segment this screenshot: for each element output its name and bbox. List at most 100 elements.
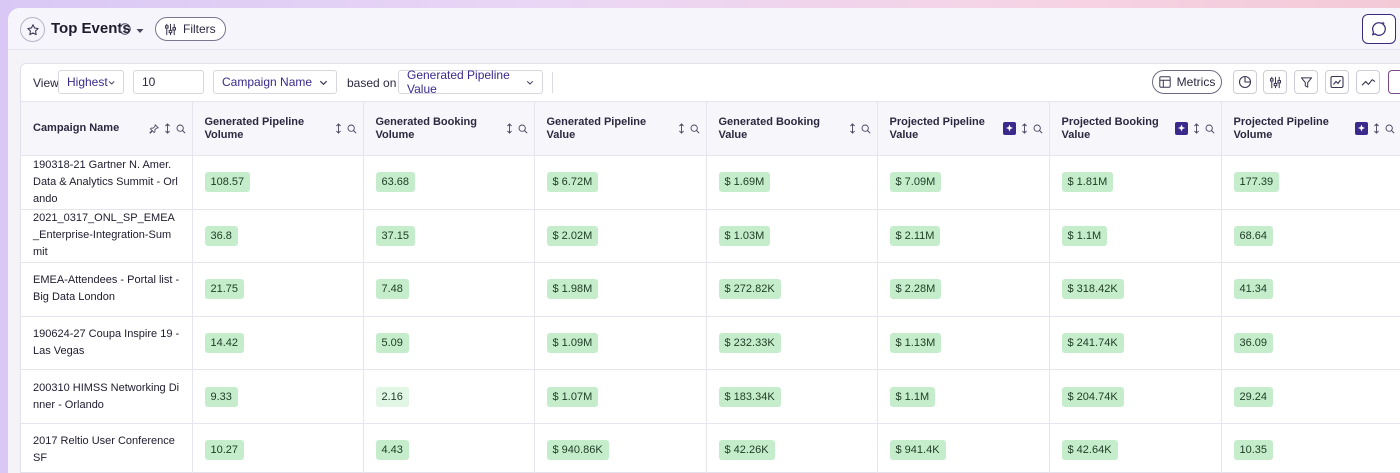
chart-view-button[interactable] xyxy=(1325,70,1349,94)
assistant-button[interactable] xyxy=(1362,14,1396,44)
trend-button[interactable] xyxy=(1356,70,1380,94)
pie-chart-icon xyxy=(1238,75,1252,89)
value-pill: 37.15 xyxy=(375,225,416,246)
pie-chart-button[interactable] xyxy=(1233,70,1257,94)
column-header[interactable]: Campaign Name xyxy=(21,101,193,156)
view-select[interactable]: Highest xyxy=(58,70,124,94)
filter-button[interactable] xyxy=(1294,70,1318,94)
metric-cell: 21.75 xyxy=(192,262,364,317)
campaign-name-cell: 190624-27 Coupa Inspire 19 - Las Vegas xyxy=(21,316,193,371)
metric-cell: $ 232.33K xyxy=(706,316,878,371)
chevron-down-icon[interactable] xyxy=(135,23,145,41)
value-pill: $ 42.64K xyxy=(1061,440,1118,461)
metric-cell: 41.34 xyxy=(1221,262,1400,317)
sort-icon[interactable] xyxy=(335,123,342,134)
chevron-down-icon xyxy=(108,80,115,85)
campaign-name: 190624-27 Coupa Inspire 19 - Las Vegas xyxy=(33,328,180,358)
metric-cell: 63.68 xyxy=(363,155,535,210)
table-icon xyxy=(1158,76,1171,88)
table-row[interactable]: 2021_0317_ONL_SP_EMEA_Enterprise-Integra… xyxy=(21,209,1400,264)
value-pill: $ 272.82K xyxy=(718,279,781,300)
column-header-label: Generated Pipeline Value xyxy=(546,115,647,141)
pin-icon[interactable] xyxy=(148,123,159,134)
campaign-name: 2021_0317_ONL_SP_EMEA_Enterprise-Integra… xyxy=(33,212,175,259)
metric-cell: $ 42.64K xyxy=(1049,423,1222,473)
table-row[interactable]: 190624-27 Coupa Inspire 19 - Las Vegas 14… xyxy=(21,316,1400,371)
metric-cell: $ 1.03M xyxy=(706,209,878,264)
metric-cell: $ 42.26K xyxy=(706,423,878,473)
column-header-label: Generated Booking Volume xyxy=(375,115,477,141)
top-bar: Top Events Filters xyxy=(8,8,1400,50)
value-pill: $ 1.03M xyxy=(718,225,771,246)
search-icon[interactable] xyxy=(1205,124,1215,134)
value-pill: 63.68 xyxy=(375,172,416,193)
table-row[interactable]: EMEA-Attendees - Portal list - Big Data … xyxy=(21,262,1400,317)
metrics-button[interactable]: Metrics xyxy=(1152,70,1222,94)
count-input[interactable]: 10 xyxy=(133,70,204,94)
favorite-button[interactable] xyxy=(20,17,45,42)
value-pill: $ 941.4K xyxy=(889,440,946,461)
dimension-select-value: Campaign Name xyxy=(222,75,313,89)
metric-cell: $ 6.72M xyxy=(534,155,707,210)
column-header[interactable]: Generated Booking Volume xyxy=(363,101,535,156)
column-header[interactable]: Generated Pipeline Value xyxy=(534,101,707,156)
value-pill: $ 318.42K xyxy=(1061,279,1124,300)
value-pill: $ 183.34K xyxy=(718,386,781,407)
sort-icon[interactable] xyxy=(164,123,171,134)
campaign-name-cell: 190318-21 Gartner N. Amer. Data & Analyt… xyxy=(21,155,193,210)
value-pill: $ 7.09M xyxy=(889,172,942,193)
search-icon[interactable] xyxy=(1385,124,1395,134)
search-icon[interactable] xyxy=(690,124,700,134)
metric-cell: 9.33 xyxy=(192,369,364,424)
filters-label: Filters xyxy=(183,22,216,36)
value-pill: 36.8 xyxy=(204,225,238,246)
column-header[interactable]: Projected Pipeline Volume xyxy=(1221,101,1400,156)
sort-icon[interactable] xyxy=(1373,123,1380,134)
table-row[interactable]: 200310 HIMSS Networking Dinner - Orlando… xyxy=(21,369,1400,424)
metric-cell: 4.43 xyxy=(363,423,535,473)
campaign-name: EMEA-Attendees - Portal list - Big Data … xyxy=(33,274,180,304)
column-header[interactable]: Generated Booking Value xyxy=(706,101,878,156)
value-pill: 5.09 xyxy=(375,333,409,354)
column-header[interactable]: Projected Pipeline Value xyxy=(877,101,1050,156)
table-row[interactable]: 190318-21 Gartner N. Amer. Data & Analyt… xyxy=(21,155,1400,210)
metric-cell: $ 7.09M xyxy=(877,155,1050,210)
info-icon[interactable] xyxy=(119,22,131,40)
metric-cell: $ 1.81M xyxy=(1049,155,1222,210)
value-pill: 10.35 xyxy=(1233,440,1274,461)
table-row[interactable]: 2017 Reltio User Conference SF 10.27 4.43 $… xyxy=(21,423,1400,473)
more-tools-button[interactable] xyxy=(1388,70,1400,94)
sort-icon[interactable] xyxy=(506,123,513,134)
sort-icon[interactable] xyxy=(678,123,685,134)
column-header[interactable]: Projected Booking Value xyxy=(1049,101,1222,156)
metric-select-value: Generated Pipeline Value xyxy=(407,68,510,96)
search-icon[interactable] xyxy=(861,124,871,134)
search-icon[interactable] xyxy=(176,124,186,134)
toolbar-divider xyxy=(552,72,553,93)
metric-cell: 14.42 xyxy=(192,316,364,371)
value-pill: 10.27 xyxy=(204,440,245,461)
sliders-icon xyxy=(164,23,177,35)
metric-cell: 5.09 xyxy=(363,316,535,371)
value-pill: $ 1.13M xyxy=(889,333,942,354)
adjust-button[interactable] xyxy=(1263,70,1287,94)
sort-icon[interactable] xyxy=(1021,123,1028,134)
column-header[interactable]: Generated Pipeline Volume xyxy=(192,101,364,156)
dimension-select[interactable]: Campaign Name xyxy=(213,70,337,94)
metric-select[interactable]: Generated Pipeline Value xyxy=(398,68,543,96)
value-pill: $ 1.1M xyxy=(889,386,936,407)
search-icon[interactable] xyxy=(347,124,357,134)
campaign-name-cell: EMEA-Attendees - Portal list - Big Data … xyxy=(21,262,193,317)
search-icon[interactable] xyxy=(1033,124,1043,134)
ai-sparkle-icon xyxy=(1002,122,1016,135)
filters-button[interactable]: Filters xyxy=(155,17,226,41)
sort-icon[interactable] xyxy=(1193,123,1200,134)
metric-cell: $ 940.86K xyxy=(534,423,707,473)
value-pill: 2.16 xyxy=(375,386,409,407)
value-pill: 21.75 xyxy=(204,279,245,300)
ai-sparkle-icon xyxy=(1174,122,1188,135)
value-pill: $ 6.72M xyxy=(546,172,599,193)
sort-icon[interactable] xyxy=(849,123,856,134)
search-icon[interactable] xyxy=(518,124,528,134)
view-select-value: Highest xyxy=(67,75,108,89)
